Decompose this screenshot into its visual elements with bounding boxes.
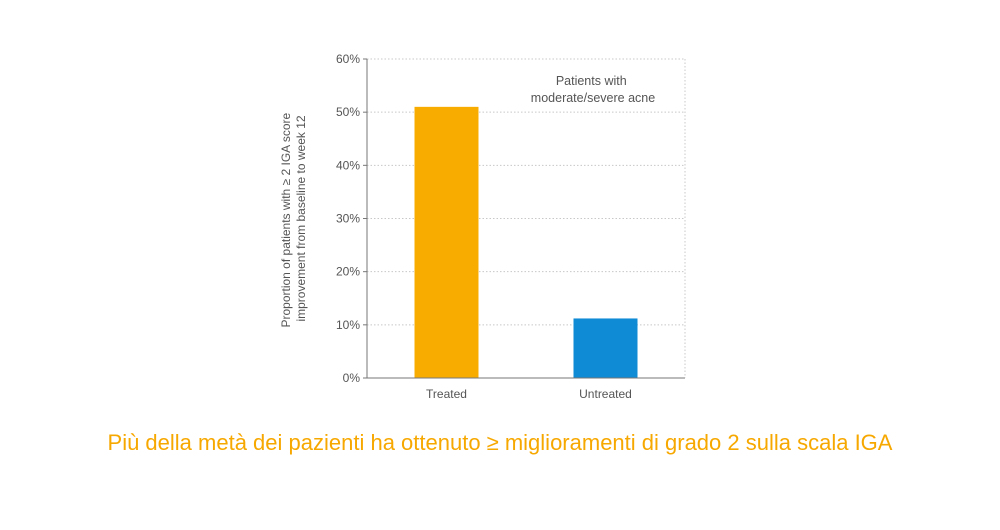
y-tick-label: 50%: [336, 105, 360, 119]
y-tick-labels: 0% 10% 20% 30% 40% 50% 60%: [336, 52, 360, 385]
y-tick-label: 0%: [343, 371, 361, 385]
x-tick-label: Treated: [426, 387, 467, 401]
y-axis-label-line-2: improvement from baseline to week 12: [294, 115, 308, 321]
bar-treated: [414, 106, 479, 378]
y-tick-label: 40%: [336, 158, 360, 172]
y-tick-label: 30%: [336, 212, 360, 226]
x-tick-labels: Treated Untreated: [426, 387, 632, 401]
x-tick-label: Untreated: [579, 387, 632, 401]
y-tick-label: 20%: [336, 265, 360, 279]
bar-untreated: [573, 318, 638, 378]
annotation-line-2: moderate/severe acne: [531, 91, 655, 105]
y-axis-label: Proportion of patients with ≥ 2 IGA scor…: [279, 109, 308, 327]
bars: [414, 106, 638, 378]
chart-annotation: Patients with moderate/severe acne: [531, 74, 655, 105]
y-tick-label: 10%: [336, 318, 360, 332]
y-tick-label: 60%: [336, 52, 360, 66]
y-axis-label-line-1: Proportion of patients with ≥ 2 IGA scor…: [279, 113, 293, 328]
bar-chart: 0% 10% 20% 30% 40% 50% 60% Treated Untreated Pr…: [279, 52, 686, 401]
annotation-line-1: Patients with: [556, 74, 627, 88]
caption-text: Più della metà dei pazienti ha ottenuto …: [107, 430, 893, 455]
